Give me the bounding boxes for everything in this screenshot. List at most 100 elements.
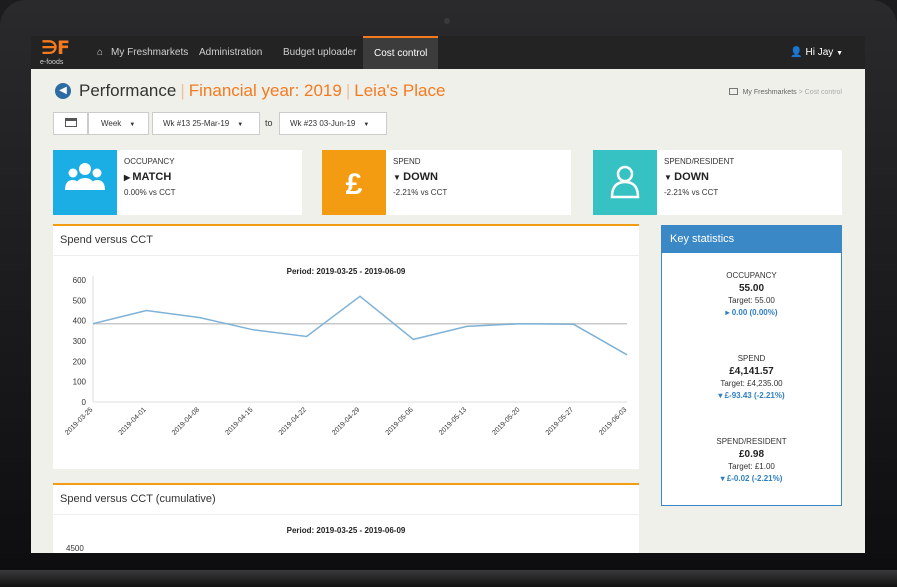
x-tick-label: 2019-04-01 <box>118 406 148 436</box>
user-name: Hi Jay <box>805 47 834 58</box>
period-value: Week <box>101 119 122 128</box>
stat-value: £0.98 <box>738 449 765 460</box>
stat-occupancy: OCCUPANCY 55.00 Target: 55.00 ▸ 0.00 (0.… <box>662 271 841 317</box>
folder-icon <box>728 88 738 95</box>
y-tick-label: 600 <box>73 276 87 285</box>
kpi-sub: -2.21% vs CCT <box>393 188 448 197</box>
kpi-value: ▼ DOWN <box>393 171 438 183</box>
kpi-value-text: MATCH <box>132 171 172 183</box>
kpi-spend: £ SPEND ▼ DOWN -2.21% vs CCT <box>322 150 571 215</box>
caret-down-icon: ▼ <box>393 173 404 182</box>
kpi-value: ▶ MATCH <box>124 171 171 183</box>
efoods-logo[interactable]: ∋F e-foods <box>38 37 72 68</box>
calendar-button[interactable] <box>53 112 88 135</box>
title-text: Performance <box>79 81 177 100</box>
kpi-value-text: DOWN <box>674 171 709 183</box>
logo-mark: ∋F <box>41 37 70 59</box>
x-tick-label: 2019-05-27 <box>545 406 575 436</box>
period-select[interactable]: Week ▼ <box>88 112 149 135</box>
svg-text:£: £ <box>346 168 363 201</box>
app-screen: ∋F e-foods ⌂ My Freshmarkets Administrati… <box>31 36 865 553</box>
calendar-icon <box>64 118 77 127</box>
place-name: Leia's Place <box>354 81 446 100</box>
to-label: to <box>265 118 273 128</box>
y-tick-label: 100 <box>73 378 87 387</box>
nav-cost-control[interactable]: Cost control <box>363 36 439 69</box>
spend-cumulative-panel: Spend versus CCT (cumulative) Period: 20… <box>53 483 639 553</box>
financial-year: Financial year: 2019 <box>188 81 342 100</box>
panel-title: Spend versus CCT (cumulative) <box>60 493 216 505</box>
x-tick-label: 2019-04-22 <box>278 406 308 436</box>
from-week-select[interactable]: Wk #13 25-Mar-19 ▼ <box>152 112 260 135</box>
kpi-occupancy: OCCUPANCY ▶ MATCH 0.00% vs CCT <box>53 150 302 215</box>
stat-spend-resident: SPEND/RESIDENT £0.98 Target: £1.00 ▾ £-0… <box>662 437 841 483</box>
caret-down-icon: ▼ <box>237 122 244 128</box>
to-week-select[interactable]: Wk #23 03-Jun-19 ▼ <box>279 112 387 135</box>
y-tick-label: 0 <box>82 398 87 407</box>
stat-label: OCCUPANCY <box>726 271 777 280</box>
top-nav: ∋F e-foods ⌂ My Freshmarkets Administrati… <box>31 36 865 69</box>
kpi-label: SPEND/RESIDENT <box>664 157 735 166</box>
stat-label: SPEND/RESIDENT <box>716 437 787 446</box>
user-icon <box>593 150 657 215</box>
users-icon <box>53 150 117 215</box>
stat-target: Target: £4,235.00 <box>720 379 783 388</box>
breadcrumb-home[interactable]: My Freshmarkets <box>742 89 797 96</box>
stat-delta: ▸ 0.00 (0.00%) <box>725 308 778 317</box>
y-tick-label: 4500 <box>66 544 84 553</box>
to-week-value: Wk #23 03-Jun-19 <box>290 119 356 128</box>
laptop-base <box>0 570 897 587</box>
back-circle-icon[interactable]: ◀ <box>55 83 71 99</box>
x-tick-label: 2019-04-15 <box>224 406 254 436</box>
panel-title: Spend versus CCT <box>60 234 153 246</box>
stat-value: 55.00 <box>738 283 765 294</box>
x-tick-label: 2019-04-29 <box>331 406 361 436</box>
panel-divider <box>53 255 639 256</box>
kpi-label: OCCUPANCY <box>124 157 175 166</box>
key-statistics-panel: Key statistics OCCUPANCY 55.00 Target: 5… <box>661 225 842 506</box>
kpi-value: ▼ DOWN <box>664 171 709 183</box>
kpi-value-text: DOWN <box>403 171 438 183</box>
title-separator: | <box>345 81 351 100</box>
y-tick-label: 400 <box>73 317 87 326</box>
page-title: Performance | Financial year: 2019 | Leia's … <box>79 81 445 101</box>
breadcrumb: My Freshmarkets > Cost control <box>728 88 842 96</box>
caret-down-icon: ▼ <box>836 50 843 57</box>
stat-value: £4,141.57 <box>729 366 774 377</box>
y-tick-label: 300 <box>73 337 87 346</box>
stat-delta: ▾ £-0.02 (-2.21%) <box>720 474 783 483</box>
logo-sub: e-foods <box>40 59 64 66</box>
chart-title: Period: 2019-03-25 - 2019-06-09 <box>286 267 406 276</box>
breadcrumb-separator: > <box>798 89 805 96</box>
breadcrumb-current: Cost control <box>804 89 842 96</box>
chart-title: Period: 2019-03-25 - 2019-06-09 <box>286 526 406 535</box>
x-tick-label: 2019-05-20 <box>491 406 521 436</box>
series-line <box>92 295 628 356</box>
y-tick-label: 500 <box>73 296 87 305</box>
kpi-spend-resident: SPEND/RESIDENT ▼ DOWN -2.21% vs CCT <box>593 150 842 215</box>
stats-title: Key statistics <box>662 226 841 253</box>
spend-line-chart: 0 100 200 300 400 500 600 2019-03-25 2019-04-01 2… <box>64 276 628 437</box>
user-icon: 👤 <box>790 47 803 58</box>
spend-vs-cct-panel: Spend versus CCT Period: 2019-03-25 - 20… <box>53 224 639 469</box>
user-menu[interactable]: 👤 Hi Jay ▼ <box>790 36 843 69</box>
from-week-value: Wk #13 25-Mar-19 <box>163 119 230 128</box>
nav-administration[interactable]: Administration <box>199 47 263 58</box>
y-tick-label: 200 <box>73 357 87 366</box>
caret-down-icon: ▼ <box>363 122 370 128</box>
nav-budget-uploader[interactable]: Budget uploader <box>283 47 357 58</box>
x-tick-label: 2019-03-25 <box>64 406 94 436</box>
x-tick-label: 2019-06-03 <box>598 406 628 436</box>
stat-spend: SPEND £4,141.57 Target: £4,235.00 ▾ £-93… <box>662 354 841 400</box>
stat-label: SPEND <box>737 354 766 363</box>
caret-down-icon: ▼ <box>129 122 136 128</box>
panel-divider <box>53 514 639 515</box>
x-tick-label: 2019-05-13 <box>438 406 468 436</box>
kpi-sub: -2.21% vs CCT <box>664 188 719 197</box>
kpi-label: SPEND <box>393 157 421 166</box>
stat-target: Target: 55.00 <box>728 296 775 305</box>
nav-label: My Freshmarkets <box>111 47 189 58</box>
pound-icon: £ <box>322 150 386 215</box>
nav-my-freshmarkets[interactable]: ⌂ My Freshmarkets <box>86 36 199 69</box>
stat-target: Target: £1.00 <box>728 462 775 471</box>
